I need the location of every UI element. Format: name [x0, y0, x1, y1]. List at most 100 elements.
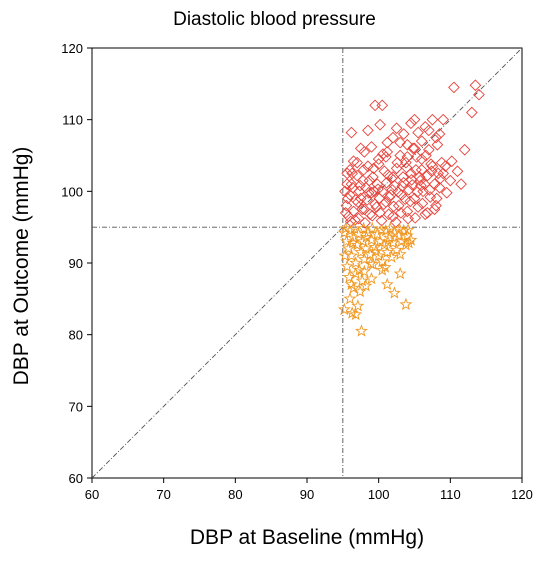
- diamond-point: [358, 146, 371, 158]
- diamond-point: [347, 181, 359, 194]
- diamond-point: [351, 156, 364, 169]
- diamond-point: [365, 141, 378, 153]
- diamond-point: [382, 169, 394, 181]
- star-point: [355, 274, 369, 287]
- star-point: [337, 302, 351, 316]
- diamond-point: [359, 217, 371, 229]
- star-point: [380, 277, 394, 290]
- diamond-point: [409, 212, 422, 224]
- star-point: [404, 233, 418, 246]
- diamond-point: [376, 99, 389, 112]
- star-point: [386, 236, 400, 249]
- diamond-point: [437, 167, 450, 180]
- diamond-point: [428, 203, 441, 216]
- diamond-point: [367, 162, 380, 175]
- diamond-point: [405, 174, 418, 186]
- diamond-point: [391, 156, 404, 169]
- diamond-point: [354, 192, 367, 205]
- diamond-point: [420, 149, 432, 162]
- star-point: [344, 277, 358, 290]
- chart-title: Diastolic blood pressure: [173, 9, 376, 30]
- diamond-point: [433, 181, 446, 194]
- diamond-point: [424, 191, 437, 203]
- diamond-point: [372, 183, 384, 196]
- diamond-point: [405, 117, 417, 130]
- series-diamond-points: [339, 79, 485, 229]
- diamond-point: [390, 122, 403, 135]
- diamond-point: [448, 81, 460, 94]
- diamond-point: [458, 143, 471, 156]
- x-tick-label: 120: [511, 487, 533, 502]
- star-point: [349, 266, 363, 280]
- star-point: [399, 297, 413, 311]
- diamond-point: [377, 198, 390, 211]
- star-point: [378, 260, 392, 273]
- diamond-point: [364, 208, 376, 221]
- diamond-point: [394, 136, 407, 149]
- star-point: [402, 236, 416, 249]
- diamond-point: [366, 209, 379, 222]
- diamond-point: [387, 210, 399, 223]
- diamond-point: [341, 178, 353, 191]
- diamond-point: [412, 126, 424, 139]
- diamond-point: [380, 176, 393, 189]
- star-point: [385, 250, 399, 263]
- diamond-point: [440, 186, 453, 199]
- star-point: [349, 256, 363, 269]
- diamond-point: [346, 167, 358, 180]
- diamond-point: [455, 178, 467, 191]
- diamond-point: [357, 163, 370, 176]
- star-point: [397, 223, 411, 237]
- star-point: [345, 306, 359, 319]
- diamond-point: [353, 185, 366, 198]
- star-point: [342, 241, 356, 255]
- y-tick-label: 100: [61, 184, 83, 199]
- diamond-point: [445, 155, 458, 168]
- diamond-point: [397, 128, 410, 140]
- diamond-point: [377, 148, 389, 160]
- diamond-point: [406, 179, 419, 191]
- diamond-point: [363, 174, 376, 187]
- star-point: [401, 223, 415, 236]
- y-tick-label: 70: [69, 399, 83, 414]
- diamond-point: [354, 142, 367, 155]
- diamond-point: [396, 180, 409, 193]
- star-point: [338, 249, 352, 262]
- star-point: [363, 247, 377, 260]
- diamond-point: [425, 165, 438, 178]
- diamond-point: [362, 160, 374, 173]
- diamond-point: [412, 201, 424, 213]
- diamond-point: [352, 212, 365, 225]
- diamond-point: [430, 131, 442, 144]
- star-point: [351, 299, 365, 312]
- star-point: [360, 230, 373, 243]
- x-axis-label: DBP at Baseline (mmHg): [189, 526, 425, 549]
- diamond-point: [410, 151, 423, 163]
- diamond-point: [362, 186, 375, 199]
- star-point: [339, 234, 353, 247]
- diamond-point: [395, 206, 407, 219]
- reference-lines: [91, 47, 523, 479]
- y-tick-label: 80: [69, 328, 83, 343]
- diamond-point: [430, 199, 442, 212]
- diamond-point: [426, 113, 439, 126]
- diamond-point: [465, 106, 478, 119]
- star-point: [393, 266, 407, 280]
- star-point: [366, 257, 380, 270]
- diamond-point: [437, 113, 450, 126]
- diamond-point: [340, 199, 353, 212]
- diamond-point: [425, 158, 437, 170]
- star-point: [354, 245, 368, 258]
- star-point: [352, 263, 366, 276]
- diamond-point: [415, 153, 428, 165]
- diamond-point: [342, 192, 354, 205]
- x-tick-label: 90: [300, 487, 314, 502]
- y-axis-label: DBP at Outcome (mmHg): [10, 146, 33, 386]
- star-point: [355, 324, 368, 337]
- diamond-point: [395, 189, 408, 201]
- star-point: [365, 271, 378, 285]
- star-point: [364, 256, 378, 270]
- diamond-point: [379, 151, 392, 163]
- diamond-point: [374, 118, 386, 131]
